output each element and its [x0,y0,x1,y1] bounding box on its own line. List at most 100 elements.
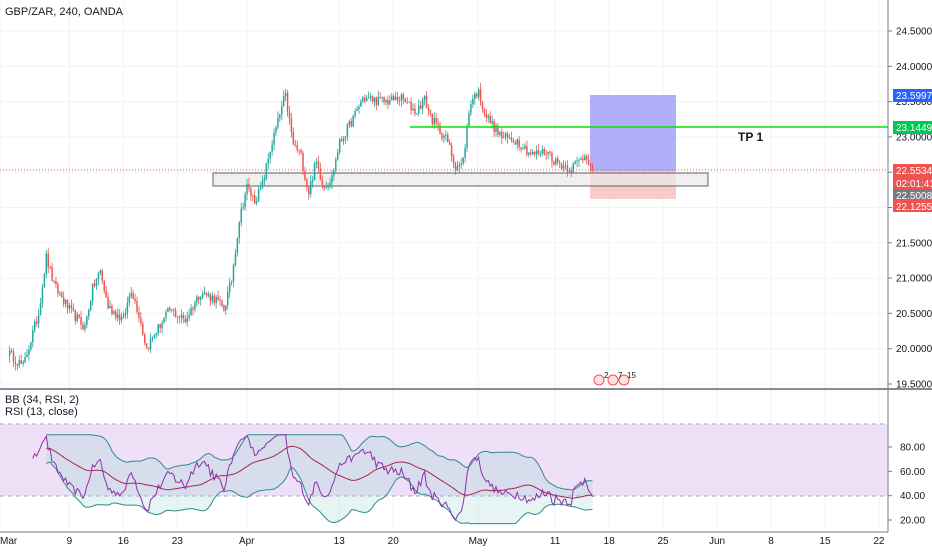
candle-body [145,343,148,348]
candle-body [109,306,111,309]
candle-body [53,280,55,282]
candle-body [89,301,92,311]
candle-body [232,265,235,282]
candle-body [275,127,277,133]
candle-body [454,162,457,170]
candle-body [512,140,515,143]
candle-body [448,142,451,146]
candle-body [190,308,192,315]
candle-body [126,302,129,314]
rsi-tick-label: 20.00 [900,516,925,527]
event-badges[interactable]: 2 7 15 [593,371,636,386]
price-tick-label: 20.50000 [896,309,932,320]
candle-body [138,311,140,318]
candle-body [539,153,542,155]
symbol-legend[interactable]: GBP/ZAR, 240, OANDA [5,6,124,18]
candle-body [362,97,364,102]
candle-body [111,306,113,314]
candle-body [321,179,324,186]
time-tick-label: 15 [819,536,831,547]
candle-body [419,105,422,109]
time-tick-label: 18 [604,536,616,547]
candle-body [228,282,231,293]
candle-body [352,115,354,127]
candle-body [570,171,573,173]
support-zone[interactable] [212,172,709,187]
candle-body [537,150,540,154]
candle-body [472,98,474,105]
candle-body [529,152,532,154]
candle-body [348,121,351,125]
candle-body [33,321,36,331]
candle-body [506,133,509,138]
candle-body [277,117,279,128]
candle-body [284,92,287,97]
candle-body [178,317,181,319]
event-badge-icon[interactable] [618,374,630,386]
candle-body [213,295,215,303]
candle-body [568,171,571,172]
rsi-legend[interactable]: RSI (13, close) [5,406,78,418]
candle-body [495,125,497,132]
candle-body [508,137,511,139]
candle-body [572,163,574,173]
candle-body [147,347,150,350]
candle-body [533,151,536,155]
candle-body [95,279,98,286]
candle-body [252,195,254,197]
candle-body [182,315,185,319]
candle-body [211,295,214,301]
bb-legend[interactable]: BB (34, RSI, 2) [5,394,79,406]
candle-body [479,89,482,103]
candles [8,83,594,525]
candle-body [464,147,466,158]
candle-body [167,307,169,312]
candle-body [412,108,414,111]
candle-body [501,132,503,139]
candle-body [47,253,49,268]
candle-body [174,310,177,317]
time-tick-label: 23 [172,536,184,547]
candle-body [319,168,322,180]
price-tick-label: 21.00000 [896,274,932,285]
candle-body [526,146,528,155]
candle-body [487,115,490,118]
candle-body [290,118,293,133]
candle-body [32,330,34,343]
candle-body [385,100,387,103]
candle-body [549,151,551,153]
candle-body [267,158,270,164]
event-badge-icon[interactable] [593,374,605,386]
candle-body [346,124,349,137]
event-badge-icon[interactable] [607,374,619,386]
price-tag-target-box [893,89,932,102]
candle-body [591,165,594,169]
candle-body [566,165,569,172]
candle-body [140,317,142,324]
candle-body [57,284,59,294]
candle-body [313,163,316,181]
candle-body [41,287,44,304]
candle-body [169,307,171,310]
candle-body [294,144,297,146]
candle-body [391,96,393,101]
candle-body [360,101,362,107]
candle-body [203,292,206,294]
candle-body [223,305,225,311]
candle-body [257,188,260,202]
candle-body [292,132,295,145]
candle-body [387,100,389,105]
candle-body [335,159,337,171]
candle-body [404,99,407,102]
candle-body [226,292,229,306]
price-tag-target: 23.59973 [893,89,932,102]
profit-zone[interactable] [590,95,676,171]
candle-body [116,314,119,318]
candle-body [105,290,107,298]
bb-basis-line [46,445,593,499]
time-tick-label: May [469,536,488,547]
candle-body [30,342,32,350]
